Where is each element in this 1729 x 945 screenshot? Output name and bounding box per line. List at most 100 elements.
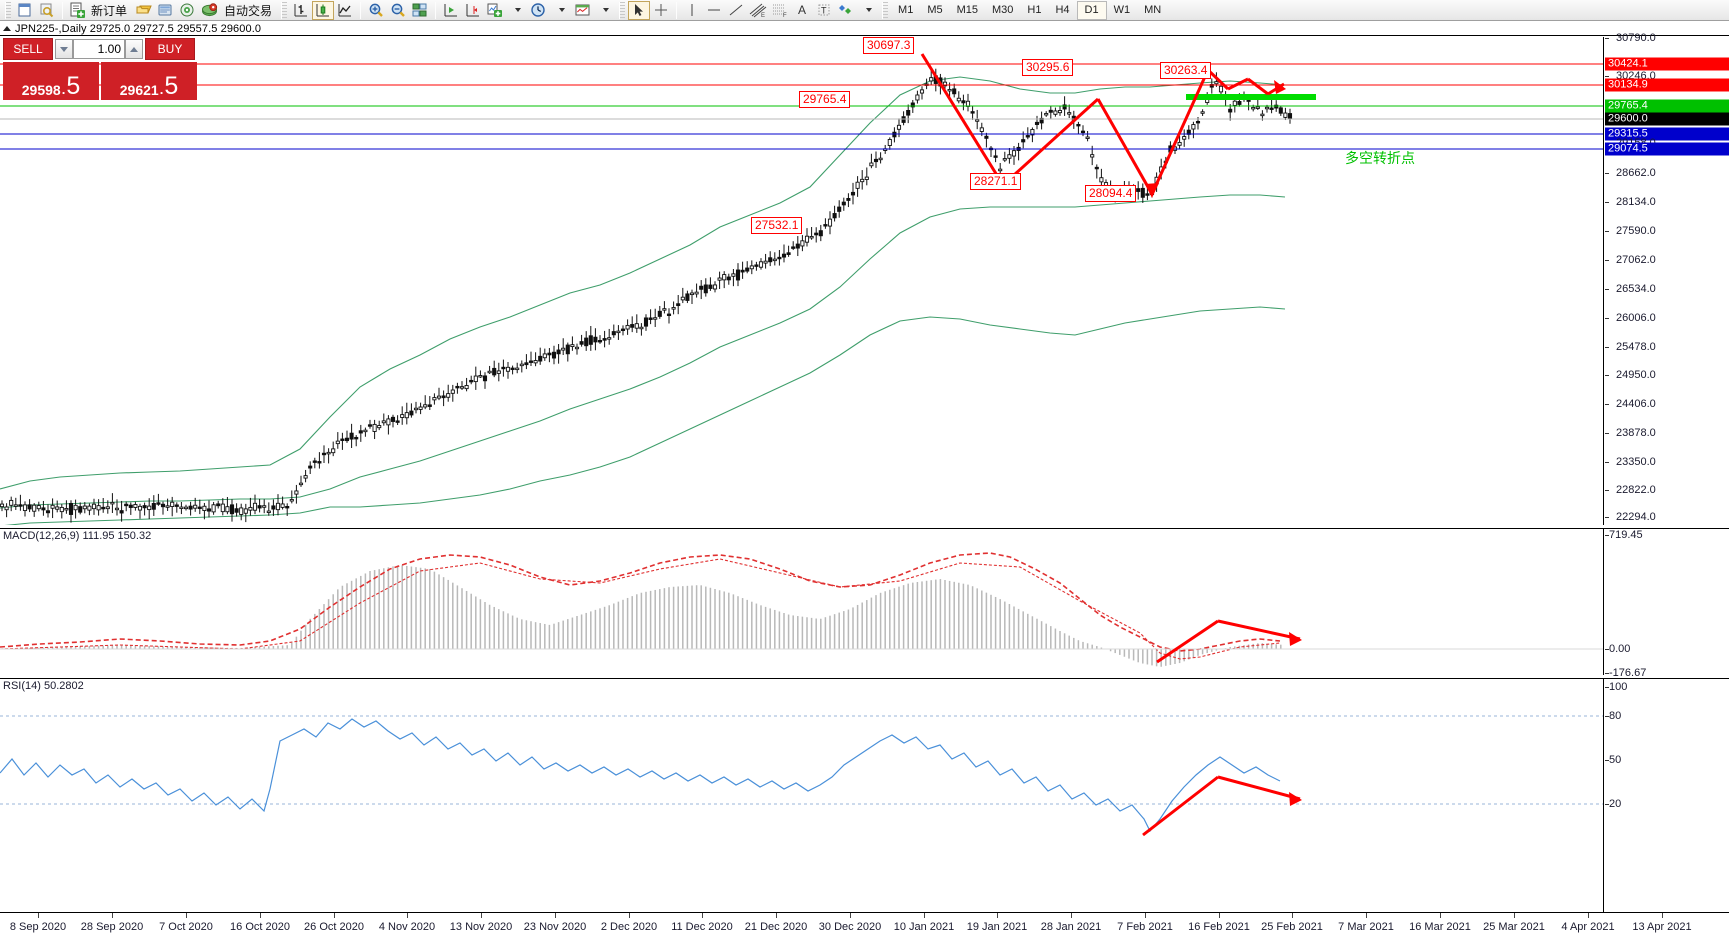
templates-icon[interactable]	[572, 1, 594, 20]
timeframe-m1[interactable]: M1	[898, 4, 914, 16]
timeframe-w1[interactable]: W1	[1113, 4, 1131, 16]
rsi-plot-area[interactable]	[0, 679, 1729, 912]
date-label: 16 Feb 2021	[1188, 921, 1250, 933]
toolbar-grip[interactable]	[5, 1, 11, 19]
toolbar-grip-2[interactable]	[281, 1, 288, 19]
crosshair-icon[interactable]	[650, 1, 672, 20]
shift-start-icon[interactable]	[440, 1, 462, 20]
sell-button[interactable]: SELL	[3, 38, 53, 60]
folder-yellow-icon[interactable]	[133, 1, 155, 20]
price-axis[interactable]: 30790.0 30424.1 30246.0 30134.9 29765.4 29600…	[1603, 32, 1729, 525]
price-callout: 28094.4	[1085, 185, 1137, 202]
new-order-button[interactable]: 新订单	[67, 1, 133, 20]
toolbar-grip-4[interactable]	[882, 1, 889, 19]
toolbar-grip-3[interactable]	[619, 1, 626, 19]
date-label: 16 Mar 2021	[1409, 921, 1471, 933]
rsi-pane[interactable]: RSI(14) 50.2802 100 80 50 20	[0, 678, 1729, 912]
rsi-axis[interactable]: 100 80 50 20	[1603, 679, 1729, 912]
rsi-svg	[0, 715, 1603, 837]
sell-price-display[interactable]: 29598 . 5	[3, 62, 99, 100]
window-icon[interactable]	[14, 1, 36, 20]
price-tick-23878-0: 23878.0	[1603, 427, 1729, 439]
date-tick-mark	[1219, 913, 1220, 918]
date-label: 2 Dec 2020	[600, 921, 658, 933]
cursor-icon[interactable]	[628, 0, 651, 20]
zoom-out-icon[interactable]	[387, 1, 409, 20]
date-label: 26 Oct 2020	[304, 921, 364, 933]
bar-chart-icon[interactable]	[290, 1, 312, 20]
symbol-info-bar: JPN225-,Daily 29725.0 29727.5 29557.5 29…	[0, 22, 1729, 36]
date-tick-mark	[260, 913, 261, 918]
chevron-down-icon-indicators[interactable]	[506, 1, 528, 20]
chevron-down-icon-period[interactable]	[550, 1, 572, 20]
macd-axis[interactable]: 719.45 0.00 -176.67	[1603, 529, 1729, 679]
toolbar-divider	[62, 1, 63, 19]
price-callout: 28271.1	[970, 173, 1022, 190]
price-plot-area[interactable]: 30697.3 30295.6 30263.4 29765.4 28271.1 28094…	[0, 37, 1729, 525]
text-label-icon[interactable]: T	[813, 1, 835, 20]
date-label: 30 Dec 2020	[818, 921, 882, 933]
chart-marker-icon	[3, 26, 11, 31]
buy-price-dot: .	[159, 82, 164, 97]
main-price-pane[interactable]: 30697.3 30295.6 30263.4 29765.4 28271.1 28094…	[0, 32, 1729, 525]
terminal-icon[interactable]	[155, 1, 177, 20]
text-icon[interactable]: A	[798, 3, 807, 17]
sell-price-fraction: 5	[66, 72, 81, 100]
zoom-in-icon[interactable]	[365, 1, 387, 20]
macd-pane[interactable]: MACD(12,26,9) 111.95 150.32 719.45 0.00 -1…	[0, 528, 1729, 679]
timeframe-h4[interactable]: H4	[1055, 4, 1070, 16]
date-tick-mark	[38, 913, 39, 918]
date-tick-mark	[186, 913, 187, 918]
price-tick-22294-0: 22294.0	[1603, 511, 1729, 523]
price-callout: 27532.1	[751, 217, 803, 234]
date-label: 8 Sep 2020	[9, 921, 67, 933]
date-tick-mark	[1292, 913, 1293, 918]
chevron-down-icon-templates[interactable]	[594, 1, 616, 20]
price-tick-30790-0: 30790.0	[1603, 32, 1729, 44]
timeframe-m30[interactable]: M30	[992, 4, 1014, 16]
line-chart-icon[interactable]	[334, 1, 356, 20]
macd-plot-area[interactable]	[0, 529, 1729, 675]
buy-price-fraction: 5	[164, 72, 179, 100]
price-tick-28662-0: 28662.0	[1603, 167, 1729, 179]
date-tick-mark	[555, 913, 556, 918]
buy-price-display[interactable]: 29621 . 5	[101, 62, 197, 100]
shift-end-icon[interactable]	[462, 1, 484, 20]
vertical-line-icon[interactable]	[681, 1, 703, 20]
sell-price-dot: .	[61, 82, 66, 97]
horizontal-line-icon[interactable]	[703, 1, 725, 20]
date-tick-mark	[1662, 913, 1663, 918]
period-icon[interactable]	[528, 1, 550, 20]
date-tick-mark	[112, 913, 113, 918]
date-tick-mark	[776, 913, 777, 918]
timeframe-h1[interactable]: H1	[1027, 4, 1042, 16]
one-click-trading-panel[interactable]: SELL 1.00 BUY 29598 . 5 29621 . 5	[3, 38, 197, 100]
timeframe-mn[interactable]: MN	[1144, 4, 1162, 16]
sell-price-integer: 29598	[21, 82, 61, 98]
equidistant-channel-icon[interactable]: E	[747, 1, 769, 20]
candlestick-chart-icon[interactable]	[312, 0, 335, 20]
buy-button[interactable]: BUY	[145, 38, 195, 60]
fibonacci-icon[interactable]: F	[769, 1, 791, 20]
date-axis[interactable]: 8 Sep 2020 28 Sep 2020 7 Oct 2020 16 Oct 20…	[0, 912, 1729, 945]
volume-increment-button[interactable]	[125, 39, 143, 59]
volume-input[interactable]: 1.00	[73, 39, 125, 59]
timeframe-m15[interactable]: M15	[956, 4, 978, 16]
chevron-up-icon-volume	[130, 46, 138, 52]
date-tick-mark	[481, 913, 482, 918]
timeframe-d1[interactable]: D1	[1076, 0, 1107, 20]
timeframe-m5[interactable]: M5	[927, 4, 943, 16]
autotrading-button[interactable]: 自动交易	[199, 1, 278, 20]
price-tick-26006-0: 26006.0	[1603, 312, 1729, 324]
price-tick-27590-0: 27590.0	[1603, 225, 1729, 237]
date-tick-mark	[924, 913, 925, 918]
date-label: 4 Apr 2021	[1561, 921, 1615, 933]
search-icon[interactable]	[36, 1, 58, 20]
shapes-icon[interactable]	[835, 1, 857, 20]
volume-decrement-button[interactable]	[55, 39, 73, 59]
navigator-icon[interactable]	[177, 1, 199, 20]
trendline-icon[interactable]	[725, 1, 747, 20]
chevron-down-icon-shapes[interactable]	[857, 1, 879, 20]
indicators-icon[interactable]	[484, 1, 506, 20]
tile-windows-icon[interactable]	[409, 1, 431, 20]
